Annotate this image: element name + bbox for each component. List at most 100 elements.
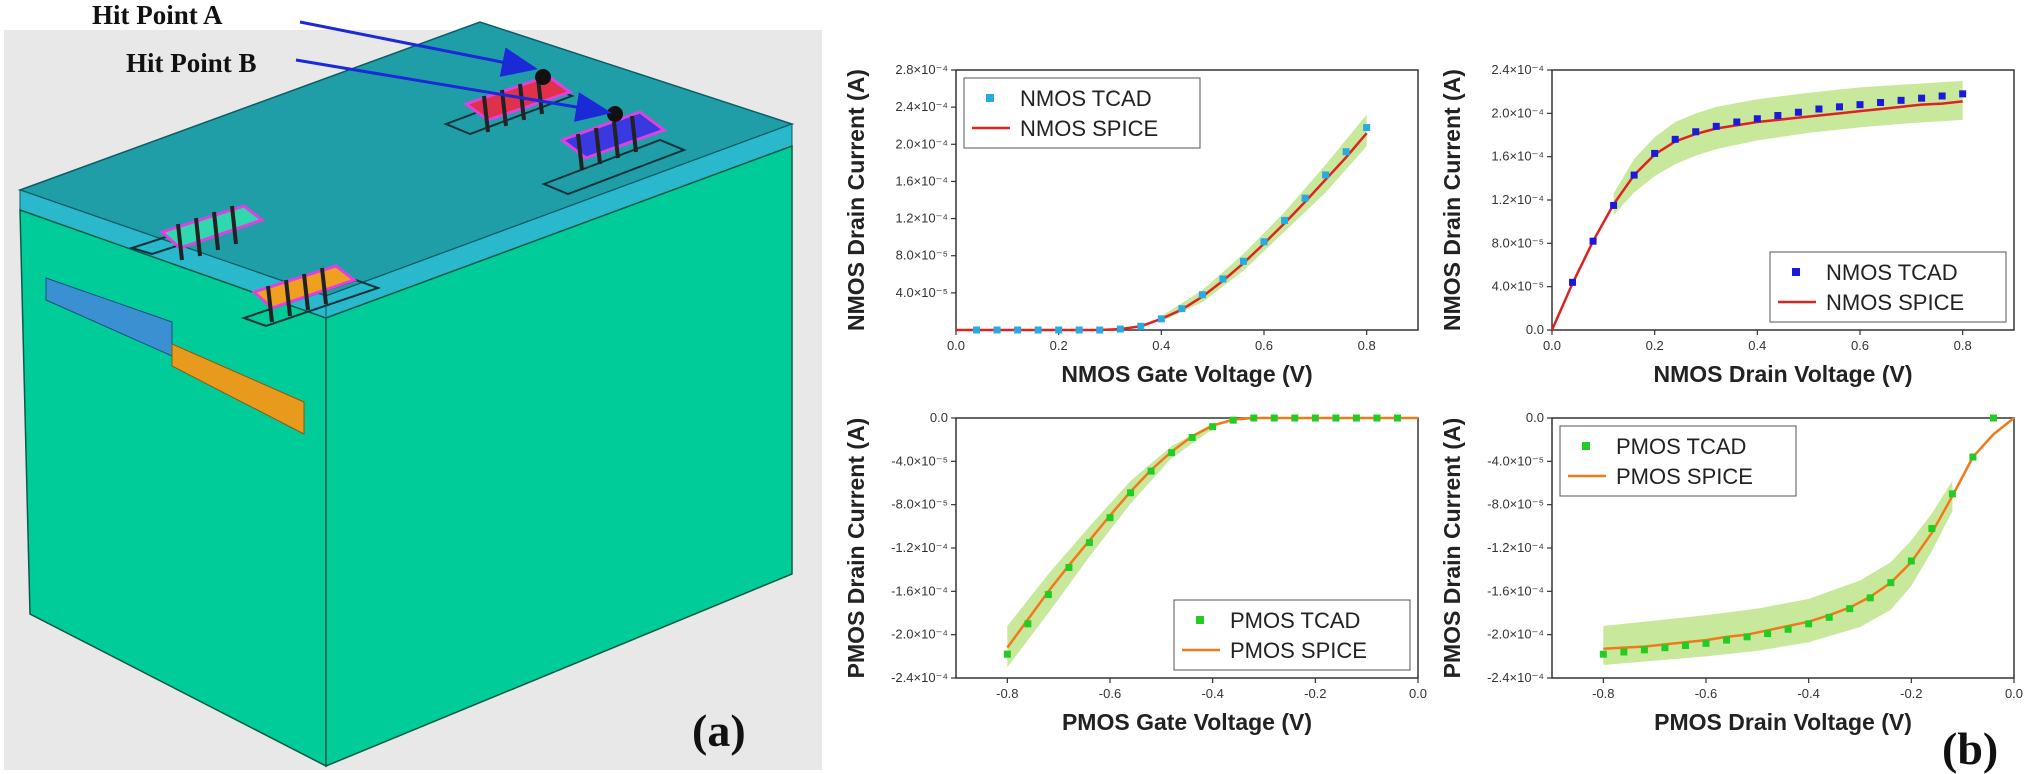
x-axis-title: NMOS Drain Voltage (V) (1654, 361, 1913, 387)
fins-teal (159, 204, 266, 261)
y-tick-label: 2.0×10⁻⁴ (1491, 105, 1544, 120)
data-point (1610, 201, 1618, 209)
hit-point-a-arrow (299, 20, 538, 77)
data-point (1322, 171, 1330, 179)
y-tick-label: -1.2×10⁻⁴ (891, 540, 948, 555)
data-point (1127, 489, 1135, 497)
uncertainty-band (1603, 480, 1953, 665)
data-point (1692, 128, 1700, 136)
data-point (1825, 613, 1833, 621)
x-tick-label: -0.8 (996, 686, 1018, 701)
data-point (1034, 326, 1042, 334)
y-tick-label: 8.0×10⁻⁵ (896, 248, 948, 263)
data-point (1055, 326, 1063, 334)
data-point (1774, 112, 1782, 119)
data-point (1209, 423, 1217, 431)
legend-entry: NMOS SPICE (1826, 290, 1964, 315)
data-point (1239, 257, 1247, 265)
x-tick-label: 0.0 (947, 338, 965, 353)
data-point (1352, 414, 1360, 422)
data-point (1589, 237, 1597, 245)
series-line (956, 132, 1368, 332)
data-point (1805, 620, 1813, 628)
y-tick-label: -4.0×10⁻⁵ (1487, 453, 1544, 468)
data-point (1733, 118, 1741, 126)
legend-entry: NMOS SPICE (1020, 116, 1158, 141)
x-axis-title: NMOS Gate Voltage (V) (1061, 361, 1312, 387)
data-point (1877, 99, 1885, 106)
data-point (1620, 648, 1628, 656)
data-point (1907, 557, 1915, 565)
data-point (1856, 101, 1864, 109)
legend-marker (1582, 442, 1590, 450)
data-point (1342, 148, 1350, 156)
y-axis-title: NMOS Drain Current (A) (843, 69, 869, 331)
chart-nmos-drain-voltage: 0.0 0.2 0.4 0.6 0.8 0.0 4.0×10⁻⁵ 8.0×10⁻⁵ 1.2×10… (1439, 62, 2015, 387)
y-tick-label: 1.2×10⁻⁴ (895, 211, 948, 226)
x-tick-label: 0.4 (1748, 338, 1766, 353)
data-point (1373, 414, 1381, 422)
data-point (1178, 305, 1186, 313)
y-tick-label: 0.0 (930, 410, 948, 425)
data-point (1116, 325, 1124, 333)
y-tick-label: 2.0×10⁻⁴ (895, 136, 948, 151)
hit-point-b-arrow (295, 58, 612, 122)
data-point (1661, 644, 1669, 652)
y-tick-label: -2.4×10⁻⁴ (1487, 670, 1544, 685)
x-tick-label: 0.0 (2005, 686, 2023, 701)
data-point (1959, 90, 1967, 98)
data-point (1024, 620, 1032, 628)
hit-point-b-label: Hit Point B (126, 48, 257, 78)
data-point (1137, 322, 1145, 330)
x-tick-label: 0.8 (1358, 338, 1376, 353)
x-tick-label: 0.4 (1152, 338, 1170, 353)
data-point (1003, 650, 1011, 658)
y-tick-label: 0.0 (1526, 410, 1544, 425)
data-point (1753, 115, 1761, 123)
data-point (1311, 414, 1319, 422)
data-point (1096, 326, 1104, 334)
data-point (1393, 414, 1401, 422)
chart-pmos-drain-voltage: -0.8 -0.6 -0.4 -0.2 0.0 0.0 -4.0×10⁻⁵ -8.0×10⁻⁵… (1439, 410, 2023, 735)
data-point (1948, 490, 1956, 498)
data-point (1743, 633, 1751, 641)
data-point (1671, 135, 1679, 143)
legend-box (1173, 599, 1411, 671)
x-tick-label: -0.4 (1201, 686, 1223, 701)
y-axis-title: PMOS Drain Current (A) (843, 418, 869, 679)
x-axis-title: PMOS Drain Voltage (V) (1654, 709, 1912, 735)
x-tick-label: 0.0 (1409, 686, 1427, 701)
y-axis-title: NMOS Drain Current (A) (1439, 69, 1465, 331)
fins-blue (558, 110, 668, 171)
x-tick-label: 0.0 (1543, 338, 1561, 353)
panel-b-label: (b) (1942, 723, 1998, 774)
y-tick-label: 4.0×10⁻⁵ (896, 285, 948, 300)
plot-frame (955, 69, 1419, 331)
data-point (1599, 650, 1607, 658)
data-point (1702, 639, 1710, 647)
data-point (1815, 105, 1823, 113)
legend-entry: NMOS TCAD (1826, 260, 1958, 285)
data-point (1065, 564, 1073, 571)
data-point (1794, 108, 1802, 116)
x-tick-label: -0.4 (1797, 686, 1819, 701)
data-point (1764, 630, 1772, 638)
data-point (1969, 453, 1977, 461)
data-point (1928, 525, 1936, 532)
x-tick-label: 0.2 (1646, 338, 1664, 353)
data-point (1363, 124, 1371, 132)
y-tick-label: 1.2×10⁻⁴ (1491, 192, 1544, 207)
y-tick-label: 2.8×10⁻⁴ (895, 62, 948, 77)
x-tick-label: 0.2 (1050, 338, 1068, 353)
legend-marker (1196, 616, 1204, 624)
y-tick-label: -2.0×10⁻⁴ (891, 627, 948, 642)
data-point (1866, 594, 1874, 602)
data-point (1897, 96, 1905, 104)
data-point (1014, 326, 1022, 334)
data-point (1270, 414, 1278, 422)
fins-orange (251, 264, 358, 323)
legend-entry: NMOS TCAD (1020, 86, 1152, 111)
substrate-side (325, 144, 793, 768)
x-tick-label: -0.8 (1592, 686, 1614, 701)
y-tick-label: -1.6×10⁻⁴ (891, 583, 948, 598)
